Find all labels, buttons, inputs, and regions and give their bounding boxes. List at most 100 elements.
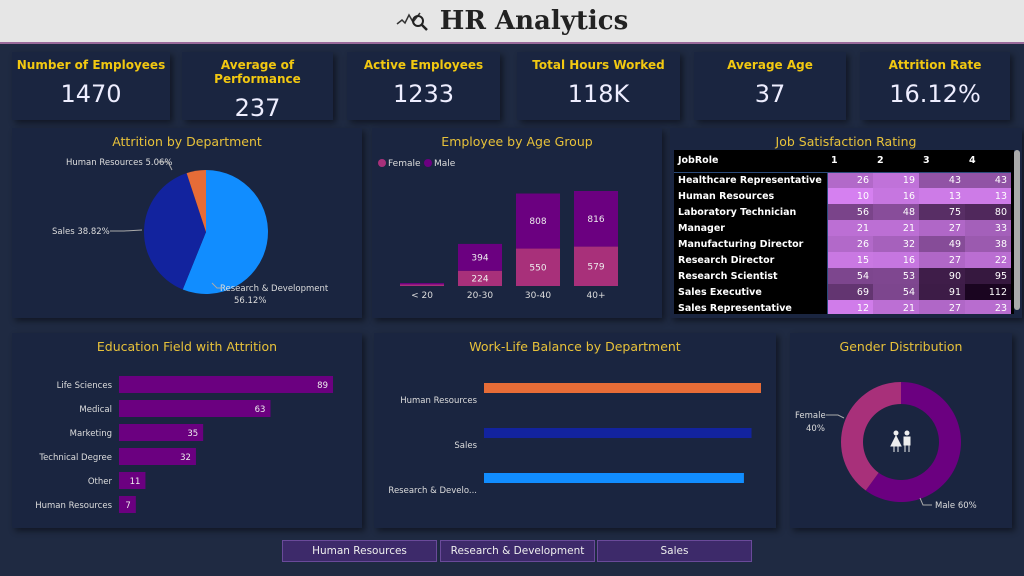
slicer-research-development[interactable]: Research & Development	[440, 540, 595, 562]
data-label: 63	[255, 405, 266, 415]
male-female-icon	[890, 430, 911, 452]
kpi-label: Average Age	[727, 58, 813, 72]
data-label: 816	[587, 215, 604, 225]
kpi-card: Average of Performance 237	[182, 52, 333, 122]
bar	[119, 448, 196, 465]
data-label: 550	[529, 263, 546, 273]
column-header[interactable]: 2	[873, 150, 919, 173]
heat-cell: 33	[965, 220, 1011, 236]
table-row: Human Resources 10 16 13 13	[674, 188, 1011, 204]
donut-label: Male 60%	[935, 501, 977, 511]
category-label: Sales	[454, 441, 477, 451]
data-label: 35	[187, 429, 198, 439]
chart-title: Attrition by Department	[112, 134, 262, 149]
bar	[119, 424, 204, 441]
gender-donut-chart[interactable]: Female 40% Male 60%	[790, 353, 1012, 528]
data-label: 7	[125, 501, 130, 511]
attrition-by-department-card: Attrition by Department Research & Devel…	[12, 128, 362, 318]
bar	[484, 473, 744, 483]
heat-cell: 43	[965, 172, 1011, 188]
heat-cell: 12	[827, 300, 873, 314]
kpi-card: Number of Employees 1470	[12, 52, 170, 120]
heat-cell: 43	[919, 172, 965, 188]
scrollbar[interactable]	[1014, 150, 1020, 310]
kpi-label: Total Hours Worked	[532, 58, 665, 72]
kpi-value: 1233	[392, 80, 455, 108]
pie-label: 56.12%	[234, 296, 266, 306]
heat-cell: 21	[873, 220, 919, 236]
heat-cell: 38	[965, 236, 1011, 252]
table-row: Sales Executive 69 54 91 112	[674, 284, 1011, 300]
education-field-card: Education Field with Attrition Life Scie…	[12, 333, 362, 528]
category-label: Human Resources	[400, 396, 477, 406]
job-role: Human Resources	[674, 188, 828, 204]
bar-female	[516, 248, 560, 286]
attrition-pie-chart[interactable]: Research & Development 56.12% Sales 38.82%…	[12, 148, 362, 318]
table-row: Healthcare Representative 26 19 43 43	[674, 172, 1011, 188]
data-label: 32	[180, 453, 191, 463]
leader-line	[110, 229, 143, 232]
heat-cell: 10	[827, 188, 873, 204]
work-life-balance-chart[interactable]: Human Resources Sales Research & Develo...	[374, 353, 776, 528]
heat-cell: 48	[873, 204, 919, 220]
slicer-human-resources[interactable]: Human Resources	[282, 540, 437, 562]
category-label: Human Resources	[35, 501, 112, 511]
column-header[interactable]: 4	[965, 150, 1011, 173]
education-field-chart[interactable]: Life Sciences 89 Medical 63 Marketing 35 Techn…	[12, 353, 362, 528]
data-label: 224	[471, 274, 488, 284]
bar-male	[458, 243, 502, 271]
donut-slice-female	[841, 382, 901, 491]
heat-cell: 16	[873, 188, 919, 204]
heat-cell: 23	[965, 300, 1011, 314]
heat-cell: 112	[965, 284, 1011, 300]
heat-cell: 49	[919, 236, 965, 252]
female-body	[890, 434, 902, 452]
table-row: Manager 21 21 27 33	[674, 220, 1011, 236]
leader-line	[919, 497, 932, 506]
column-header[interactable]: 1	[827, 150, 873, 173]
job-satisfaction-table[interactable]: JobRole 1 2 3 4 Healthcare Representative 26 19…	[674, 150, 1014, 314]
heat-cell: 53	[873, 268, 919, 284]
heat-cell: 26	[827, 236, 873, 252]
category-label: Other	[88, 477, 113, 487]
legend-marker-male	[424, 159, 432, 167]
heat-cell: 69	[827, 284, 873, 300]
heat-cell: 13	[965, 188, 1011, 204]
pie-slice-sales	[144, 173, 206, 290]
job-role: Manager	[674, 220, 828, 236]
kpi-card: Attrition Rate 16.12%	[860, 52, 1010, 120]
bar-male	[574, 191, 618, 247]
table-row: Research Director 15 16 27 22	[674, 252, 1011, 268]
pie-slice-human-resources	[186, 170, 206, 232]
bar-male	[516, 193, 560, 249]
table-row: Laboratory Technician 56 48 75 80	[674, 204, 1011, 220]
bar-female	[400, 284, 444, 286]
heat-cell: 27	[919, 300, 965, 314]
bar-male	[400, 283, 444, 285]
job-role: Sales Executive	[674, 284, 828, 300]
heat-cell: 32	[873, 236, 919, 252]
column-header[interactable]: 3	[919, 150, 965, 173]
bar	[119, 496, 136, 513]
data-label: 808	[529, 217, 546, 227]
heat-cell: 21	[873, 300, 919, 314]
legend-marker-female	[378, 159, 386, 167]
job-role: Healthcare Representative	[674, 172, 828, 188]
job-role: Research Director	[674, 252, 828, 268]
x-tick-label: < 20	[411, 291, 433, 301]
data-label: 89	[317, 381, 328, 391]
column-header[interactable]: JobRole	[674, 150, 827, 173]
heat-cell: 21	[827, 220, 873, 236]
table-row: Research Scientist 54 53 90 95	[674, 268, 1011, 284]
data-label: 394	[471, 253, 488, 263]
kpi-card: Average Age 37	[694, 52, 846, 120]
kpi-label: Number of Employees	[16, 58, 166, 72]
heat-cell: 54	[827, 268, 873, 284]
slicer-sales[interactable]: Sales	[597, 540, 752, 562]
heat-cell: 95	[965, 268, 1011, 284]
age-group-chart[interactable]: Female Male < 20 224 394 20-30 550 808 30-40 579 8…	[372, 148, 662, 318]
heat-cell: 16	[873, 252, 919, 268]
bar	[119, 400, 271, 417]
x-tick-label: 30-40	[525, 291, 551, 301]
kpi-value: 1470	[60, 80, 122, 108]
